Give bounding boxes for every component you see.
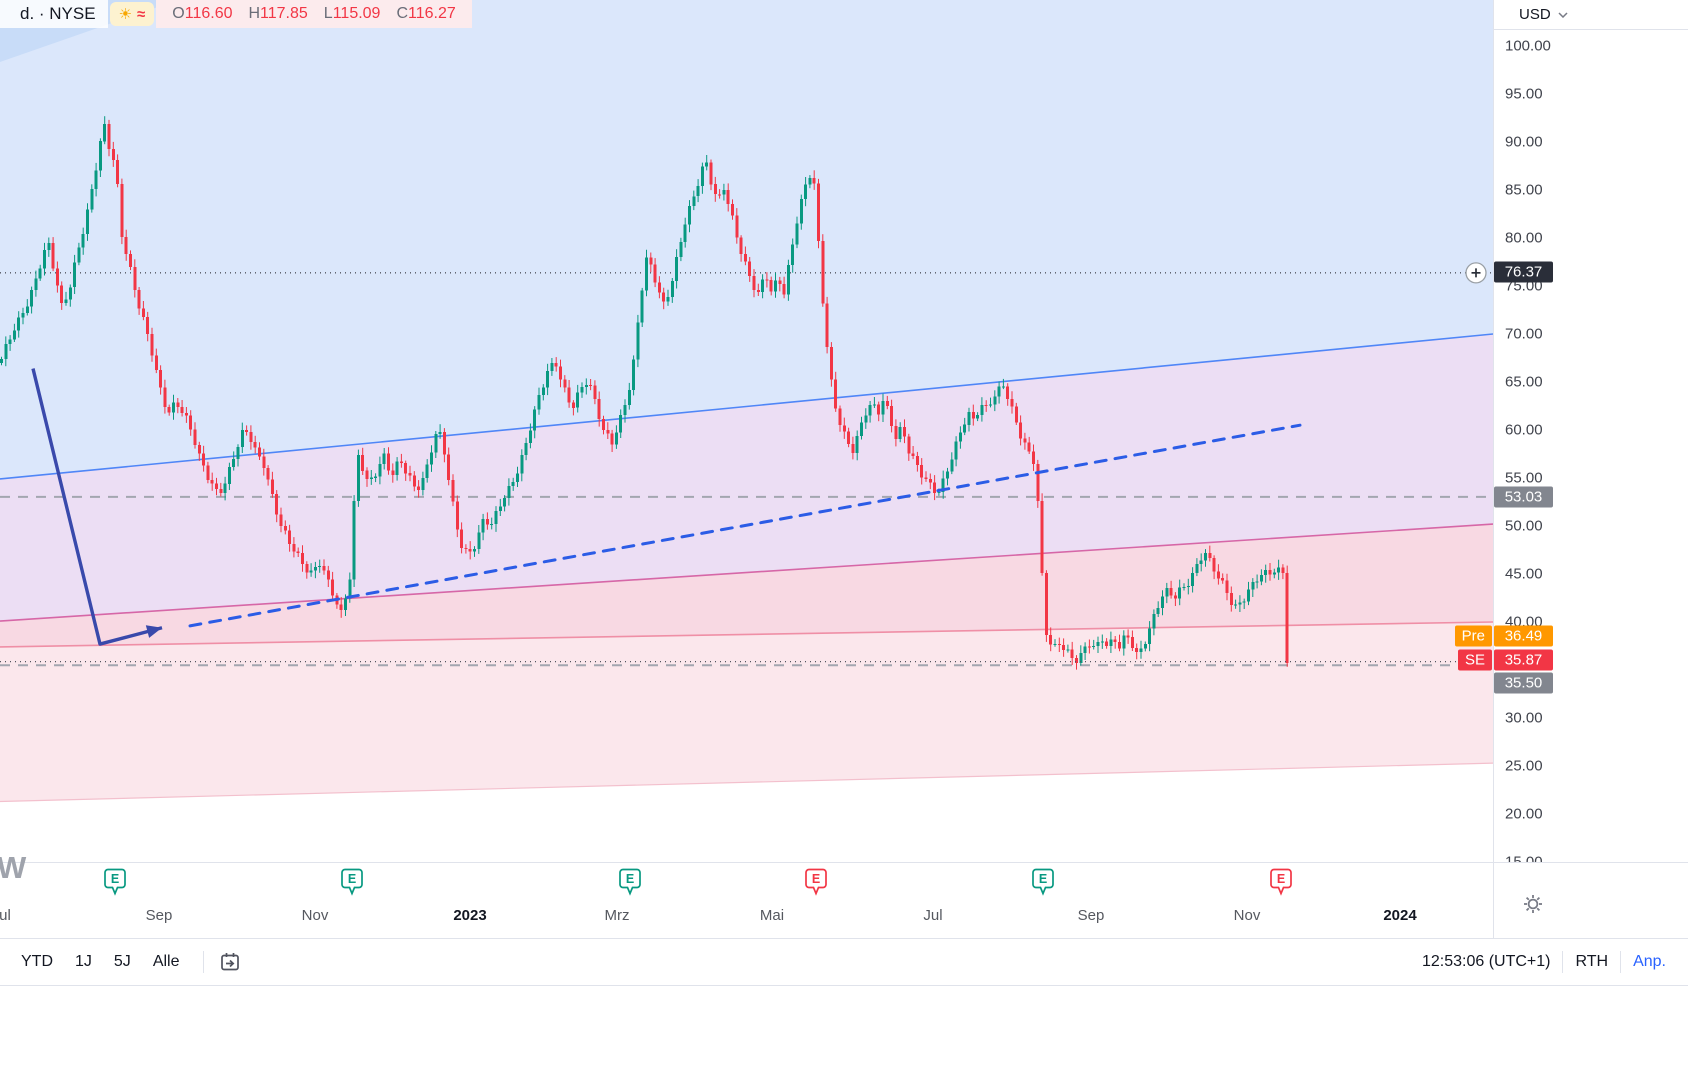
time-tick: Sep bbox=[1077, 907, 1105, 924]
price-tick: 45.00 bbox=[1505, 565, 1543, 583]
candlestick-series bbox=[0, 116, 1289, 670]
toolbar-divider bbox=[1562, 951, 1564, 973]
toolbar-divider bbox=[1620, 951, 1622, 973]
range-buttons: YTD 1J 5J Alle bbox=[10, 948, 191, 976]
waves-icon: ≈ bbox=[137, 5, 146, 23]
axis-corner bbox=[1493, 862, 1688, 938]
price-tick: 30.00 bbox=[1505, 709, 1543, 727]
price-tick: 55.00 bbox=[1505, 469, 1543, 487]
clock-label[interactable]: 12:53:06 (UTC+1) bbox=[1421, 953, 1551, 970]
close-value: C116.27 bbox=[396, 5, 456, 22]
price-tick: 80.00 bbox=[1505, 229, 1543, 247]
svg-text:E: E bbox=[1039, 872, 1047, 886]
earnings-icon[interactable]: E bbox=[803, 868, 829, 896]
candlestick-chart[interactable] bbox=[0, 0, 1493, 862]
earnings-icon[interactable]: E bbox=[102, 868, 128, 896]
time-axis[interactable]: E E E E E E ul Sep Nov 2023 Mrz Mai Jul Sep Nov 2… bbox=[0, 862, 1493, 938]
price-tick: 60.00 bbox=[1505, 421, 1543, 439]
open-value: O116.60 bbox=[172, 5, 233, 22]
arrow-drawing[interactable] bbox=[31, 368, 163, 646]
toolbar-right: 12:53:06 (UTC+1) RTH Anp. bbox=[1422, 951, 1678, 973]
chart-canvas[interactable]: d. · NYSE ☀ ≈ O116.60 H117.85 L115.09 C1… bbox=[0, 0, 1493, 862]
svg-text:E: E bbox=[1277, 872, 1285, 886]
price-tick: 25.00 bbox=[1505, 757, 1543, 775]
earnings-icon[interactable]: E bbox=[1268, 868, 1294, 896]
watermark-letter: W bbox=[0, 850, 27, 885]
chevron-down-icon bbox=[1558, 11, 1568, 18]
price-tick: 20.00 bbox=[1505, 805, 1543, 823]
price-tick: 90.00 bbox=[1505, 133, 1543, 151]
sun-icon: ☀ bbox=[118, 6, 133, 23]
settings-gear-icon[interactable] bbox=[1522, 893, 1544, 920]
time-tick: Jul bbox=[923, 907, 943, 924]
price-tick: 40.00 bbox=[1505, 613, 1543, 631]
time-tick: Mrz bbox=[604, 907, 630, 924]
horizontal-levels[interactable] bbox=[0, 272, 1493, 667]
high-value: H117.85 bbox=[248, 5, 308, 22]
earnings-icon[interactable]: E bbox=[1030, 868, 1056, 896]
low-value: L115.09 bbox=[323, 5, 381, 22]
price-tick: 50.00 bbox=[1505, 517, 1543, 535]
range-button-1j[interactable]: 1J bbox=[64, 948, 103, 976]
price-tick: 70.00 bbox=[1505, 325, 1543, 343]
price-tick: 75.00 bbox=[1505, 277, 1543, 295]
svg-text:E: E bbox=[111, 872, 119, 886]
svg-text:E: E bbox=[626, 872, 634, 886]
range-button-ytd[interactable]: YTD bbox=[10, 948, 64, 976]
range-button-alle[interactable]: Alle bbox=[142, 948, 191, 976]
go-to-date-icon[interactable] bbox=[216, 948, 244, 976]
time-tick: Mai bbox=[759, 907, 785, 924]
time-tick: 2024 bbox=[1383, 907, 1417, 924]
channel-bands bbox=[0, 0, 1493, 803]
arrow-head bbox=[145, 625, 162, 638]
price-tick: 95.00 bbox=[1505, 85, 1543, 103]
time-tick: Nov bbox=[1233, 907, 1261, 924]
time-tick: Nov bbox=[301, 907, 329, 924]
earnings-icon[interactable]: E bbox=[617, 868, 643, 896]
earnings-icon[interactable]: E bbox=[339, 868, 365, 896]
time-tick: Sep bbox=[145, 907, 173, 924]
ohlc-legend: O116.60 H117.85 L115.09 C116.27 bbox=[156, 0, 472, 28]
time-tick: ul bbox=[0, 907, 11, 924]
range-button-5j[interactable]: 5J bbox=[103, 948, 142, 976]
time-tick: 2023 bbox=[453, 907, 487, 924]
toolbar-divider bbox=[202, 951, 204, 973]
price-tick: 65.00 bbox=[1505, 373, 1543, 391]
svg-text:E: E bbox=[812, 872, 820, 886]
price-axis[interactable]: USD 100.00 95.00 90.00 85.00 80.00 75.00 70.00… bbox=[1493, 0, 1688, 871]
price-tick: 85.00 bbox=[1505, 181, 1543, 199]
trendline-dashed[interactable] bbox=[188, 423, 1302, 628]
svg-text:E: E bbox=[348, 872, 356, 886]
symbol-legend: d. · NYSE ☀ ≈ O116.60 H117.85 L115.09 C1… bbox=[0, 0, 472, 28]
currency-label: USD bbox=[1519, 6, 1551, 23]
symbol-title[interactable]: d. · NYSE bbox=[0, 0, 108, 28]
price-tick: 100.00 bbox=[1505, 37, 1551, 55]
bottom-toolbar: YTD 1J 5J Alle 12:53:06 (UTC+1) RTH Anp. bbox=[0, 938, 1688, 986]
adjust-button[interactable]: Anp. bbox=[1633, 953, 1666, 970]
symbol-flags: ☀ ≈ bbox=[109, 2, 155, 26]
currency-selector[interactable]: USD bbox=[1494, 0, 1688, 30]
alert-plus-icon[interactable] bbox=[1465, 262, 1487, 284]
session-toggle[interactable]: RTH bbox=[1575, 953, 1609, 970]
